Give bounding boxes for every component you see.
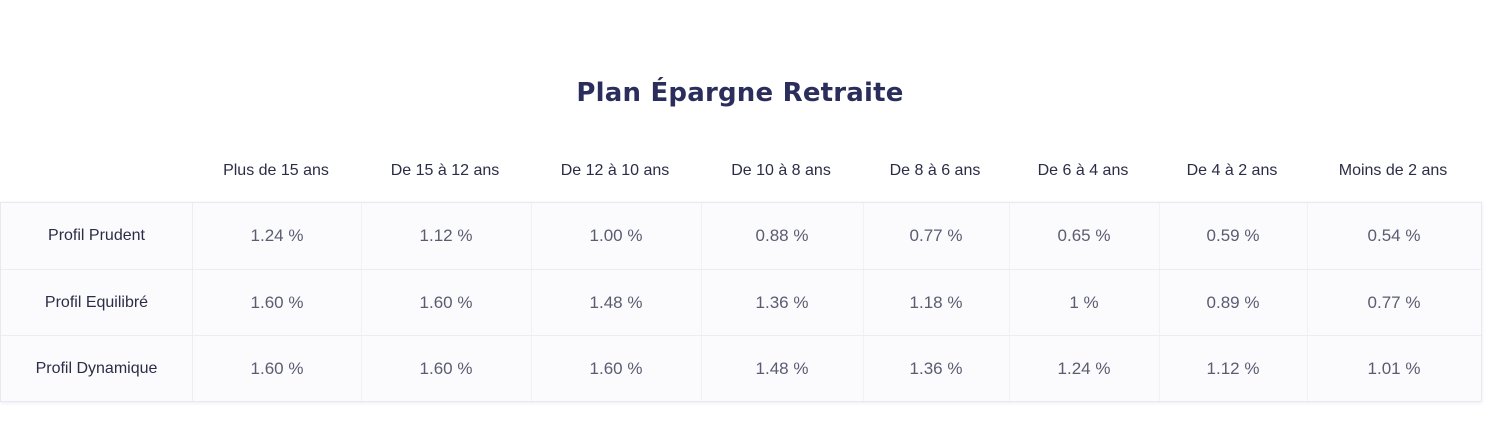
table-cell: 0.77 % bbox=[1367, 293, 1421, 312]
column-divider bbox=[531, 203, 532, 401]
table-row-profil-prudent: Profil Prudent 1.24 % 1.12 % 1.00 % 0.88… bbox=[1, 203, 1481, 269]
table-cell: 1.36 % bbox=[909, 359, 963, 378]
column-divider bbox=[863, 203, 864, 401]
column-header-moins-de-2-ans: Moins de 2 ans bbox=[1338, 162, 1448, 179]
table-row-profil-dynamique: Profil Dynamique 1.60 % 1.60 % 1.60 % 1.… bbox=[1, 335, 1481, 402]
row-label: Profil Prudent bbox=[1, 203, 193, 269]
column-header-de-12-a-10-ans: De 12 à 10 ans bbox=[560, 162, 670, 179]
column-header-de-15-a-12-ans: De 15 à 12 ans bbox=[390, 162, 500, 179]
table-cell: 1.48 % bbox=[755, 359, 809, 378]
table-cell: 1.01 % bbox=[1367, 359, 1421, 378]
column-divider bbox=[1159, 203, 1160, 401]
rates-table: Profil Prudent 1.24 % 1.12 % 1.00 % 0.88… bbox=[0, 202, 1482, 402]
column-divider bbox=[1009, 203, 1010, 401]
page-title: Plan Épargne Retraite bbox=[576, 78, 904, 108]
table-cell: 1.48 % bbox=[589, 293, 643, 312]
table-cell: 0.89 % bbox=[1206, 293, 1260, 312]
table-cell: 1.12 % bbox=[1206, 359, 1260, 378]
table-cell: 1.18 % bbox=[909, 293, 963, 312]
table-cell: 1.36 % bbox=[755, 293, 809, 312]
column-divider bbox=[701, 203, 702, 401]
column-header-de-8-a-6-ans: De 8 à 6 ans bbox=[889, 162, 981, 179]
table-header: Plus de 15 ans De 15 à 12 ans De 12 à 10… bbox=[0, 158, 1482, 184]
table-row-profil-equilibre: Profil Equilibré 1.60 % 1.60 % 1.48 % 1.… bbox=[1, 269, 1481, 336]
column-divider bbox=[1307, 203, 1308, 401]
column-header-de-6-a-4-ans: De 6 à 4 ans bbox=[1037, 162, 1129, 179]
table-cell: 0.59 % bbox=[1206, 226, 1260, 245]
table-cell: 1.24 % bbox=[250, 226, 304, 245]
column-divider bbox=[361, 203, 362, 401]
row-label: Profil Equilibré bbox=[1, 270, 193, 336]
table-cell: 1.00 % bbox=[589, 226, 643, 245]
table-cell: 0.77 % bbox=[909, 226, 963, 245]
table-cell: 1 % bbox=[1069, 293, 1099, 312]
column-header-de-10-a-8-ans: De 10 à 8 ans bbox=[731, 162, 831, 179]
row-label: Profil Dynamique bbox=[1, 336, 193, 402]
table-cell: 1.60 % bbox=[250, 359, 304, 378]
table-cell: 1.60 % bbox=[419, 293, 473, 312]
table-cell: 1.60 % bbox=[419, 359, 473, 378]
table-cell: 1.60 % bbox=[250, 293, 304, 312]
table-cell: 1.24 % bbox=[1057, 359, 1111, 378]
table-cell: 1.12 % bbox=[419, 226, 473, 245]
column-header-plus-de-15-ans: Plus de 15 ans bbox=[223, 162, 329, 179]
table-cell: 0.54 % bbox=[1367, 226, 1421, 245]
table-cell: 0.65 % bbox=[1057, 226, 1111, 245]
table-cell: 1.60 % bbox=[589, 359, 643, 378]
table-cell: 0.88 % bbox=[755, 226, 809, 245]
column-header-de-4-a-2-ans: De 4 à 2 ans bbox=[1186, 162, 1278, 179]
